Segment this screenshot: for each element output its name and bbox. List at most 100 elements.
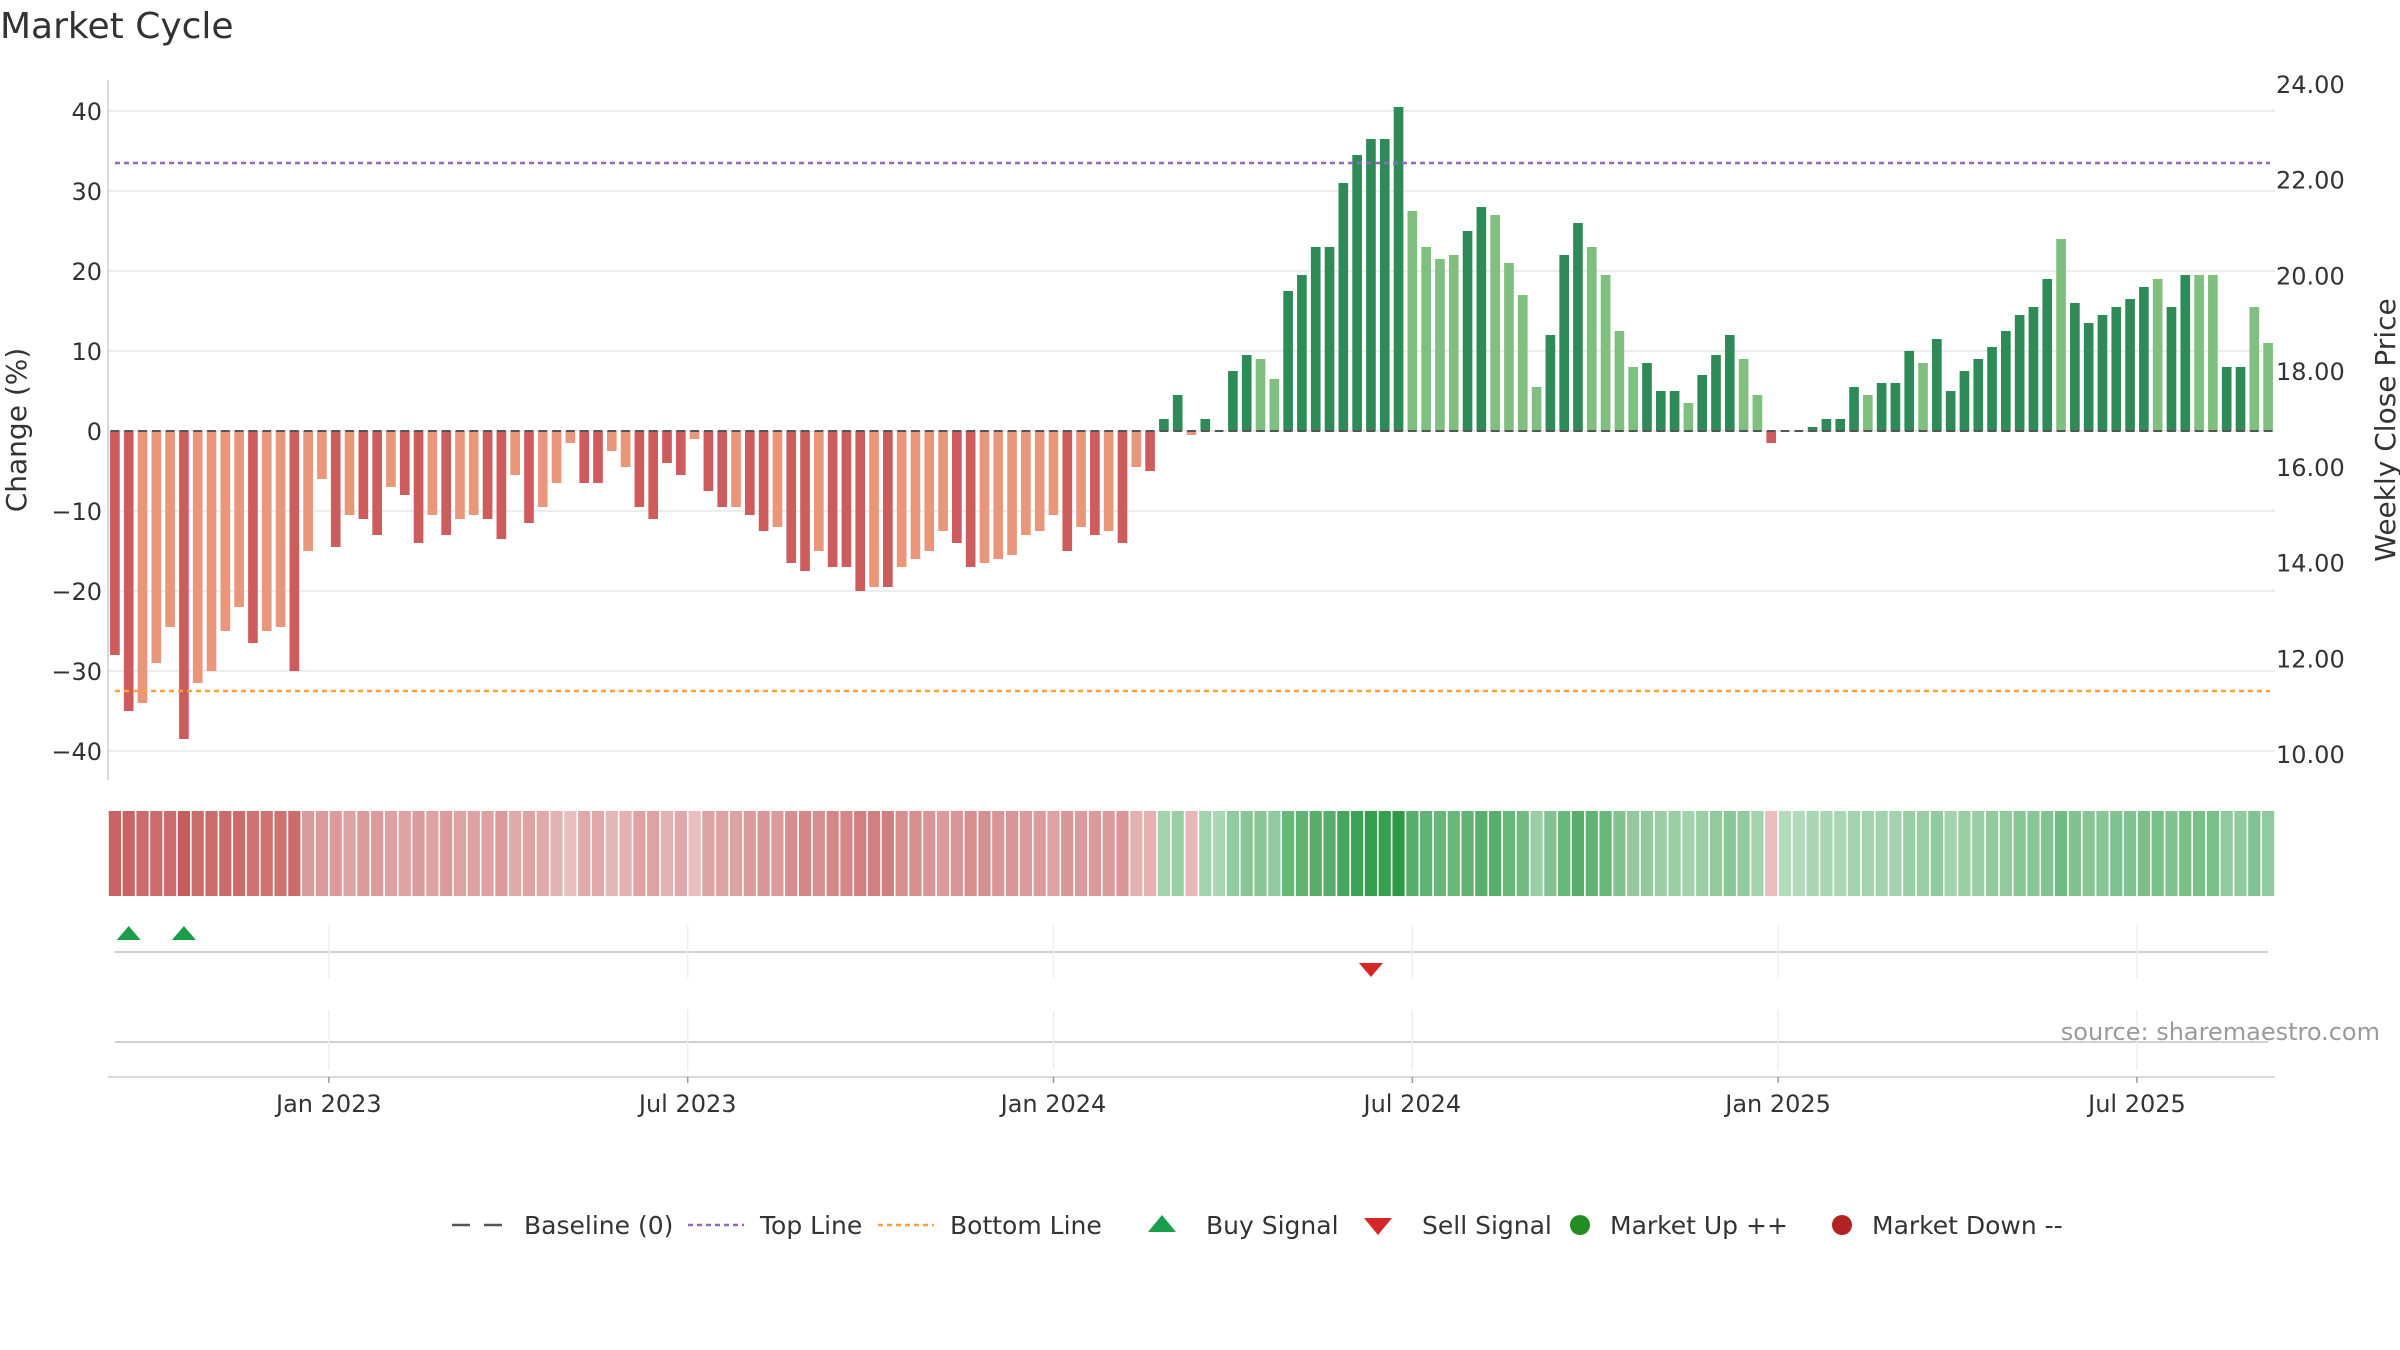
- heat-cell: [1668, 811, 1681, 896]
- y-right-tick-label: 18.00: [2276, 358, 2345, 386]
- heat-cell: [1682, 811, 1695, 896]
- heat-cell: [2261, 811, 2275, 896]
- heat-cell: [2082, 811, 2095, 896]
- change-bar: [1932, 339, 1942, 431]
- heat-cell: [1751, 811, 1764, 896]
- change-bar: [675, 431, 686, 475]
- heat-cell: [1875, 811, 1888, 896]
- heat-cell: [1999, 811, 2012, 896]
- heat-cell: [729, 811, 743, 896]
- change-bar: [689, 431, 700, 439]
- heat-cell: [660, 811, 674, 896]
- heat-cell: [1640, 811, 1654, 896]
- heat-cell: [384, 811, 398, 896]
- heat-cell: [854, 811, 867, 896]
- heat-cell: [412, 811, 425, 896]
- change-bar: [606, 431, 617, 451]
- heat-cell: [260, 811, 273, 896]
- heat-cell: [992, 811, 1005, 896]
- reference-lines: [115, 161, 2270, 693]
- change-bar: [1076, 431, 1086, 527]
- heat-cell: [771, 811, 784, 896]
- heat-cell: [1061, 811, 1074, 896]
- change-bar: [1586, 247, 1597, 431]
- heat-cell: [1074, 811, 1088, 896]
- heat-cell: [1903, 811, 1916, 896]
- heat-cell: [1489, 811, 1502, 896]
- change-bar: [2249, 307, 2260, 431]
- change-bar: [1241, 355, 1252, 431]
- heat-cell: [1213, 811, 1226, 896]
- heat-cell: [619, 811, 632, 896]
- change-bar: [1283, 291, 1293, 431]
- heat-cell: [1047, 811, 1060, 896]
- legend-label: Market Up ++: [1610, 1211, 1788, 1240]
- heat-cell: [150, 811, 163, 896]
- heat-cell: [1088, 811, 1101, 896]
- change-bar: [1655, 391, 1666, 431]
- heat-cell: [1240, 811, 1253, 896]
- x-tick-label: Jan 2023: [274, 1090, 382, 1118]
- heat-cell: [233, 811, 246, 896]
- heat-cell: [1765, 811, 1778, 896]
- y-left-tick-label: −30: [51, 658, 102, 686]
- heat-cell: [2110, 811, 2123, 896]
- heat-cell: [164, 811, 177, 896]
- change-bar: [1310, 247, 1321, 431]
- change-bar: [1366, 139, 1376, 431]
- change-bar: [1600, 275, 1611, 431]
- change-bar: [1835, 419, 1846, 431]
- change-bar: [1766, 431, 1777, 443]
- change-bar: [1034, 431, 1045, 531]
- buy-signal-marker: [116, 926, 141, 940]
- y-right-tick-label: 14.00: [2276, 550, 2345, 578]
- heat-cell: [1157, 811, 1170, 896]
- change-bar: [1435, 259, 1445, 431]
- x-tick-label: Jul 2024: [1362, 1090, 1462, 1118]
- heat-cell: [633, 811, 646, 896]
- heat-cell: [1585, 811, 1598, 896]
- heat-cell: [2220, 811, 2233, 896]
- change-bar: [1738, 359, 1749, 431]
- change-bar: [1407, 211, 1418, 431]
- x-tick-label: Jan 2025: [1723, 1090, 1831, 1118]
- change-bar: [2070, 303, 2080, 431]
- change-bar: [330, 431, 341, 547]
- heat-cell: [978, 811, 991, 896]
- heat-cell: [2137, 811, 2150, 896]
- legend-label: Buy Signal: [1206, 1211, 1339, 1240]
- heat-cell: [1709, 811, 1723, 896]
- change-bar: [2001, 331, 2011, 431]
- change-bar: [179, 431, 189, 739]
- heat-cell: [481, 811, 494, 896]
- heat-cell: [1847, 811, 1861, 896]
- heat-cell: [1254, 811, 1267, 896]
- change-bar: [275, 431, 286, 627]
- change-bar: [192, 431, 203, 683]
- legend-swatch-buy: [1148, 1215, 1176, 1232]
- change-bar: [1876, 383, 1887, 431]
- change-bar: [883, 431, 893, 587]
- heat-cell: [950, 811, 963, 896]
- y-left-tick-label: 0: [87, 418, 102, 446]
- legend-label: Bottom Line: [950, 1211, 1102, 1240]
- heat-cell: [2248, 811, 2261, 896]
- change-bar: [1324, 247, 1335, 431]
- change-bar: [1448, 255, 1459, 431]
- change-bar: [1103, 431, 1114, 531]
- change-bar: [123, 431, 134, 711]
- change-bar: [482, 431, 493, 519]
- heat-cell: [1461, 811, 1474, 896]
- change-bars: [110, 107, 2273, 739]
- change-bar: [579, 431, 590, 483]
- change-bar: [1987, 347, 1997, 431]
- heat-cell: [757, 811, 770, 896]
- change-bar: [1711, 355, 1721, 431]
- change-bar: [924, 431, 935, 551]
- y-right-tick-label: 22.00: [2276, 167, 2345, 195]
- heat-cell: [2151, 811, 2164, 896]
- change-bar: [1255, 359, 1266, 431]
- legend-swatch-circle: [1570, 1215, 1590, 1235]
- change-bar: [1890, 383, 1901, 431]
- heat-cell: [1226, 811, 1240, 896]
